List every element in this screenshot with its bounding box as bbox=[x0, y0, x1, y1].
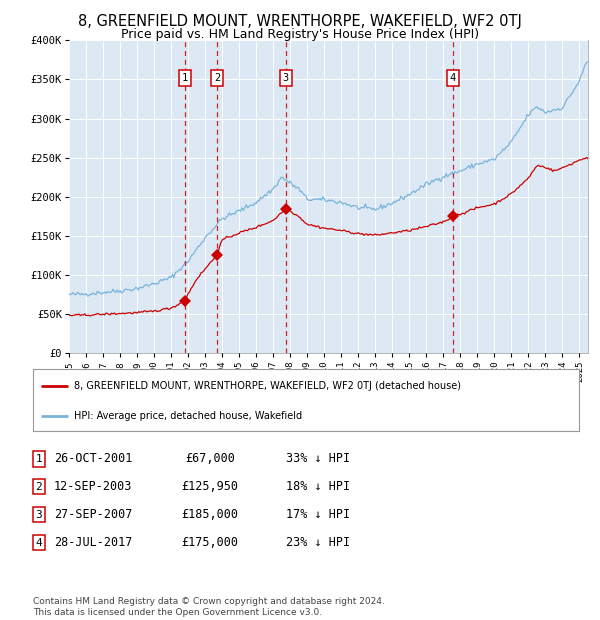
Text: Price paid vs. HM Land Registry's House Price Index (HPI): Price paid vs. HM Land Registry's House … bbox=[121, 28, 479, 41]
Text: 4: 4 bbox=[450, 73, 456, 83]
Text: 27-SEP-2007: 27-SEP-2007 bbox=[54, 508, 132, 521]
Text: 1: 1 bbox=[35, 454, 43, 464]
Text: 2: 2 bbox=[35, 482, 43, 492]
Text: Contains HM Land Registry data © Crown copyright and database right 2024.
This d: Contains HM Land Registry data © Crown c… bbox=[33, 598, 385, 617]
Text: 23% ↓ HPI: 23% ↓ HPI bbox=[286, 536, 350, 549]
Text: 4: 4 bbox=[35, 538, 43, 547]
Text: £185,000: £185,000 bbox=[182, 508, 239, 521]
Text: 28-JUL-2017: 28-JUL-2017 bbox=[54, 536, 132, 549]
Text: 18% ↓ HPI: 18% ↓ HPI bbox=[286, 480, 350, 493]
Text: 8, GREENFIELD MOUNT, WRENTHORPE, WAKEFIELD, WF2 0TJ (detached house): 8, GREENFIELD MOUNT, WRENTHORPE, WAKEFIE… bbox=[74, 381, 461, 391]
Text: £175,000: £175,000 bbox=[182, 536, 239, 549]
Text: 3: 3 bbox=[35, 510, 43, 520]
Text: 17% ↓ HPI: 17% ↓ HPI bbox=[286, 508, 350, 521]
Text: 8, GREENFIELD MOUNT, WRENTHORPE, WAKEFIELD, WF2 0TJ: 8, GREENFIELD MOUNT, WRENTHORPE, WAKEFIE… bbox=[78, 14, 522, 29]
Text: 33% ↓ HPI: 33% ↓ HPI bbox=[286, 453, 350, 465]
Text: 2: 2 bbox=[214, 73, 220, 83]
Text: 26-OCT-2001: 26-OCT-2001 bbox=[54, 453, 132, 465]
Text: 12-SEP-2003: 12-SEP-2003 bbox=[54, 480, 132, 493]
Text: £67,000: £67,000 bbox=[185, 453, 235, 465]
Text: HPI: Average price, detached house, Wakefield: HPI: Average price, detached house, Wake… bbox=[74, 411, 302, 421]
Text: 3: 3 bbox=[283, 73, 289, 83]
Text: £125,950: £125,950 bbox=[182, 480, 239, 493]
Text: 1: 1 bbox=[182, 73, 188, 83]
